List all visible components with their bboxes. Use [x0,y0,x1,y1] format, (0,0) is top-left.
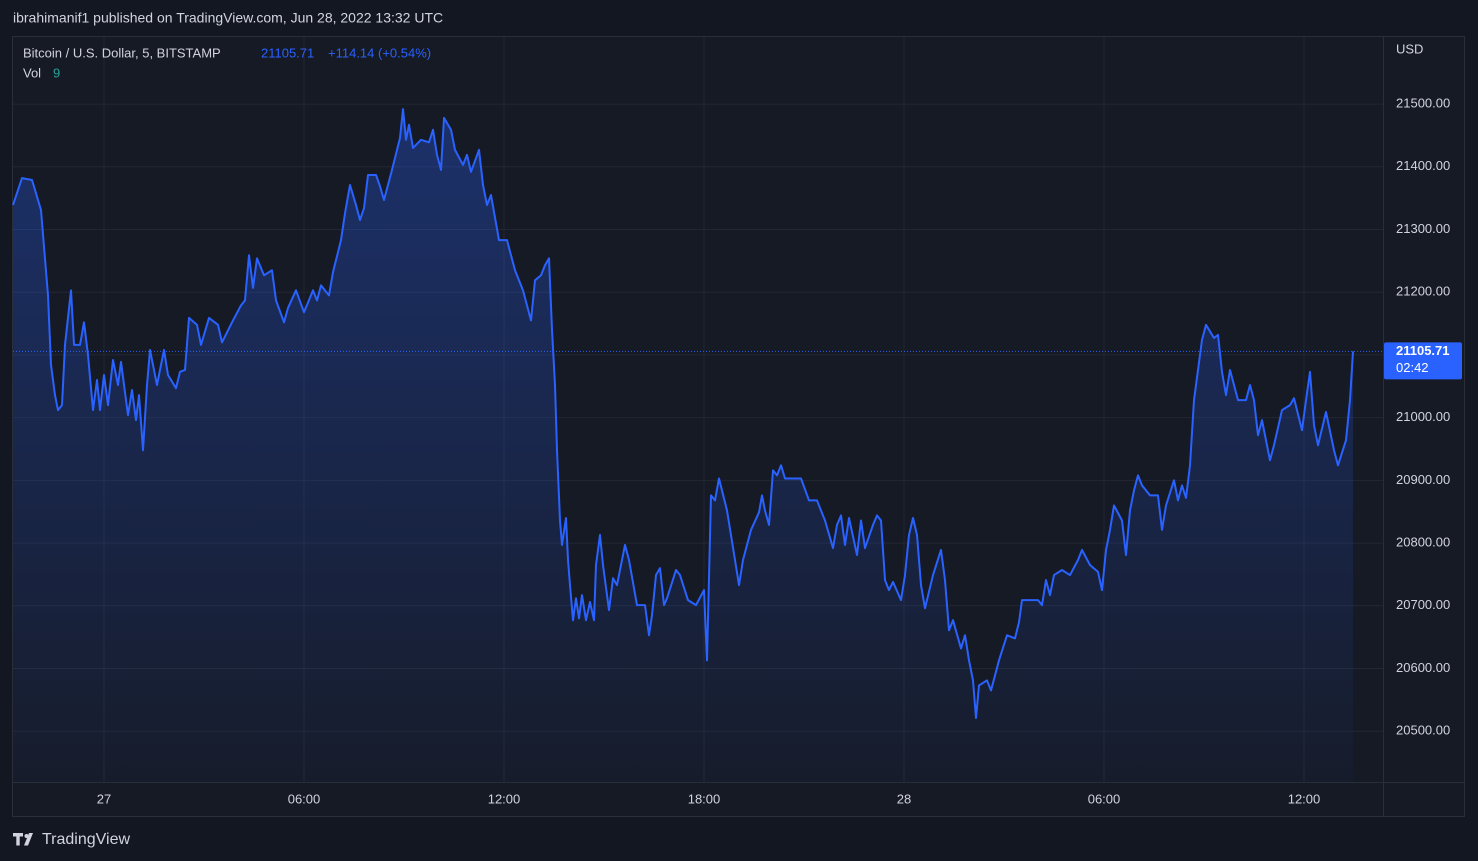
symbol: Bitcoin / U.S. Dollar, 5, BITSTAMP [23,45,221,60]
legend-change: +114.14 (+0.54%) [328,45,431,60]
currency-label: USD [1396,41,1423,56]
y-tick-label: 20700.00 [1396,597,1450,612]
legend-price: 21105.71 [261,45,314,60]
publish-info: ibrahimanif1 published on TradingView.co… [13,10,443,26]
y-tick-label: 21500.00 [1396,96,1450,111]
y-tick-label: 21000.00 [1396,409,1450,424]
y-tick-label: 20600.00 [1396,660,1450,675]
y-tick-label: 21300.00 [1396,221,1450,236]
y-tick-label: 20500.00 [1396,723,1450,738]
brand-logo [13,833,33,846]
volume-label: Vol [23,65,41,80]
y-tick-label: 20800.00 [1396,535,1450,550]
brand: TradingView [42,831,130,848]
x-tick-label: 06:00 [288,791,321,806]
last-price-label: 21105.71 [1396,343,1450,358]
x-tick-label: 27 [97,791,111,806]
countdown: 02:42 [1396,360,1429,375]
plot [12,37,1383,783]
volume-value: 9 [53,65,60,80]
x-tick-label: 12:00 [488,791,521,806]
y-tick-label: 21400.00 [1396,158,1450,173]
x-tick-label: 12:00 [1288,791,1321,806]
x-tick-label: 06:00 [1088,791,1121,806]
y-tick-label: 20900.00 [1396,472,1450,487]
last-price-tag [1384,342,1462,380]
x-tick-label: 18:00 [688,791,721,806]
x-tick-label: 28 [897,791,911,806]
price-area [13,109,1353,783]
price-line [12,108,1354,720]
y-tick-label: 21200.00 [1396,284,1450,299]
